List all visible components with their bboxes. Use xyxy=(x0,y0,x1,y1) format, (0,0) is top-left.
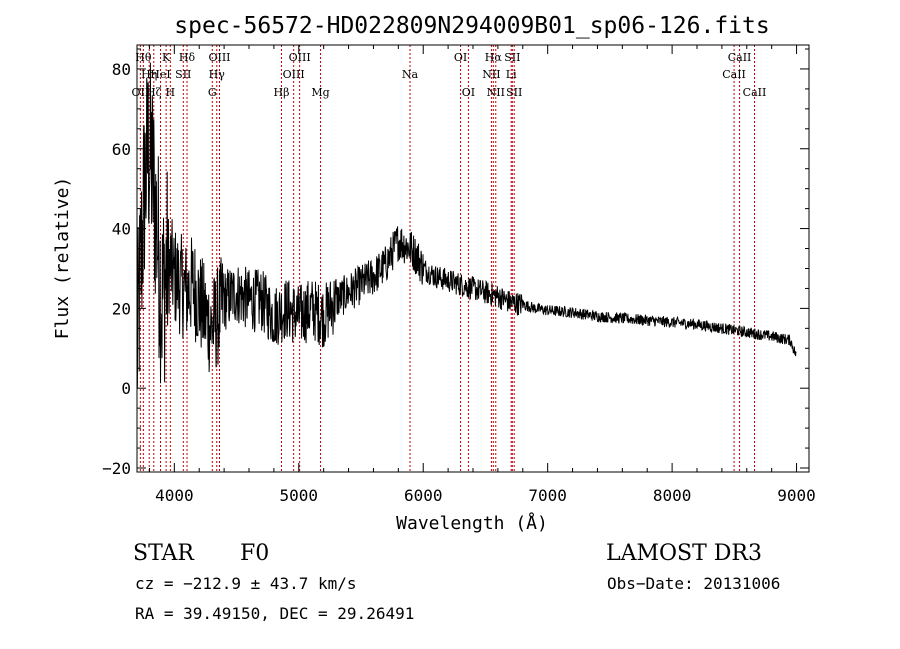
spectral-line-label: OI xyxy=(462,86,475,99)
spectral-line-label: G xyxy=(208,86,217,99)
y-axis-label: Flux (relative) xyxy=(52,177,73,340)
x-axis-label: Wavelength (Å) xyxy=(396,512,548,534)
observation-date: Obs−Date: 20131006 xyxy=(607,574,780,593)
spectral-line-label: Hγ xyxy=(209,68,226,81)
spectral-line-label: Hβ xyxy=(274,86,290,99)
spectral-line-label: CaII xyxy=(728,51,752,64)
spectral-line-label: SII xyxy=(504,51,520,64)
spectral-line-label: SII xyxy=(175,68,191,81)
spectral-line-label: SII xyxy=(506,86,522,99)
spectral-line-label: OIII xyxy=(208,51,230,64)
y-tick-label: 40 xyxy=(112,220,131,239)
y-tick-label: 60 xyxy=(112,140,131,159)
spectral-line-label: Hθ xyxy=(135,51,152,64)
spectral-line-label: Mg xyxy=(311,86,329,99)
spectral-line-label: CaII xyxy=(743,86,767,99)
ra-dec: RA = 39.49150, DEC = 29.26491 xyxy=(135,604,414,623)
spectral-line-label: OI xyxy=(454,51,467,64)
spectral-line-label: OIII xyxy=(289,51,311,64)
x-tick-label: 9000 xyxy=(777,486,816,505)
spectral-line-label: H xyxy=(166,86,176,99)
spectral-line-label: NII xyxy=(482,68,500,81)
x-tick-label: 4000 xyxy=(155,486,194,505)
x-tick-label: 6000 xyxy=(404,486,443,505)
line-labels: OIIHθHηHζHeIKHSIIHδGHγOIIIHβOIIIOIIIMgNa… xyxy=(132,51,767,99)
x-tick-label: 7000 xyxy=(528,486,567,505)
flux-series-line xyxy=(136,62,797,389)
y-axis: −20 0 20 40 60 80 xyxy=(102,48,809,478)
spectral-line-label: K xyxy=(162,51,171,64)
x-tick-label: 8000 xyxy=(653,486,692,505)
spectral-line-label: Hδ xyxy=(179,51,196,64)
survey-name: LAMOST DR3 xyxy=(606,541,762,566)
spectral-line-label: Li xyxy=(506,68,517,81)
spectral-line-label: Hη xyxy=(141,68,157,81)
y-tick-label: 0 xyxy=(121,379,131,398)
y-tick-label: −20 xyxy=(102,459,131,478)
line-markers xyxy=(139,45,755,472)
x-tick-label: 5000 xyxy=(280,486,319,505)
chart-title: spec-56572-HD022809N294009B01_sp06-126.f… xyxy=(174,13,769,39)
y-tick-label: 80 xyxy=(112,60,131,79)
spectral-line-label: HeI xyxy=(150,68,170,81)
spectral-line-label: Na xyxy=(402,68,419,81)
redshift-velocity: cz = −212.9 ± 43.7 km/s xyxy=(135,574,357,593)
spectral-line-label: Hα xyxy=(485,51,503,64)
spectral-line-label: NII xyxy=(487,86,505,99)
y-tick-label: 20 xyxy=(112,299,131,318)
spectral-line-label: OII xyxy=(132,86,150,99)
object-class: STAR xyxy=(133,541,195,566)
spectral-line-label: CaII xyxy=(722,68,746,81)
plot-frame xyxy=(136,44,810,473)
x-axis: 4000 5000 6000 7000 8000 9000 xyxy=(148,45,816,505)
object-subclass: F0 xyxy=(240,541,269,566)
spectral-line-label: OIII xyxy=(283,68,305,81)
